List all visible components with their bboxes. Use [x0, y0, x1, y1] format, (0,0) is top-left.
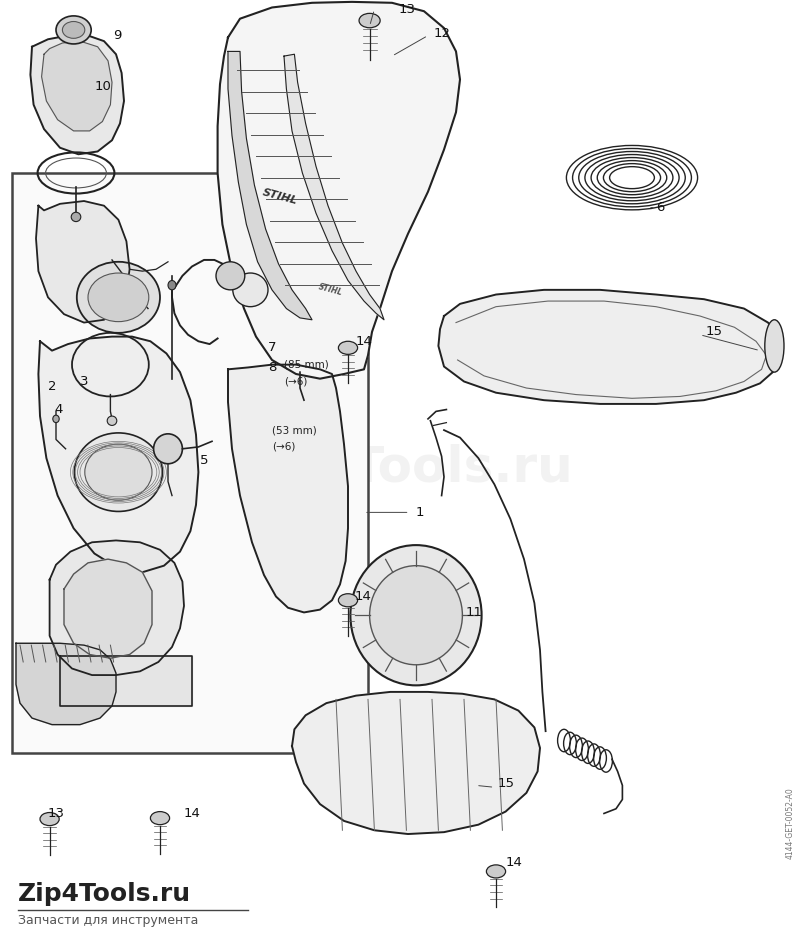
Text: Zip4Tools.ru: Zip4Tools.ru — [226, 443, 574, 492]
Polygon shape — [16, 643, 116, 725]
Text: 13: 13 — [48, 807, 65, 820]
Polygon shape — [284, 54, 384, 320]
Text: (85 mm): (85 mm) — [284, 360, 329, 369]
Polygon shape — [42, 41, 112, 131]
Polygon shape — [64, 559, 152, 658]
Text: 3: 3 — [80, 375, 89, 388]
Text: 14: 14 — [356, 335, 373, 348]
Ellipse shape — [150, 812, 170, 825]
Text: (→6): (→6) — [272, 442, 295, 452]
Polygon shape — [228, 51, 312, 320]
Ellipse shape — [359, 13, 380, 28]
Ellipse shape — [765, 320, 784, 372]
Ellipse shape — [74, 433, 162, 511]
Text: 7: 7 — [268, 341, 277, 354]
Text: 4: 4 — [54, 403, 62, 416]
Ellipse shape — [40, 813, 59, 826]
Text: 6: 6 — [656, 201, 664, 214]
Polygon shape — [438, 290, 782, 404]
Ellipse shape — [154, 434, 182, 464]
Ellipse shape — [62, 22, 85, 38]
Ellipse shape — [486, 865, 506, 878]
Ellipse shape — [216, 262, 245, 290]
Polygon shape — [292, 692, 540, 834]
Text: 4144-GET-0052-A0: 4144-GET-0052-A0 — [786, 787, 795, 858]
Text: STIHL: STIHL — [262, 187, 298, 206]
Text: 15: 15 — [706, 325, 722, 338]
Text: 10: 10 — [94, 80, 111, 94]
Ellipse shape — [338, 594, 358, 607]
Text: (→6): (→6) — [284, 377, 307, 386]
Ellipse shape — [107, 416, 117, 425]
Text: (53 mm): (53 mm) — [272, 425, 317, 435]
Text: STIHL: STIHL — [318, 282, 343, 297]
Ellipse shape — [88, 273, 149, 322]
Bar — [12, 173, 368, 753]
Text: 8: 8 — [268, 361, 276, 374]
Ellipse shape — [233, 273, 268, 307]
Text: 14: 14 — [506, 856, 522, 869]
Text: 12: 12 — [434, 27, 450, 40]
Ellipse shape — [168, 280, 176, 290]
Text: Запчасти для инструмента: Запчасти для инструмента — [18, 913, 198, 927]
Ellipse shape — [71, 212, 81, 222]
Polygon shape — [50, 540, 184, 675]
Ellipse shape — [370, 566, 462, 665]
Ellipse shape — [350, 545, 482, 685]
Text: 5: 5 — [200, 453, 209, 467]
Text: 15: 15 — [498, 777, 514, 790]
Polygon shape — [30, 36, 124, 154]
Text: 9: 9 — [114, 29, 122, 42]
Ellipse shape — [338, 341, 358, 354]
Text: 2: 2 — [48, 380, 57, 393]
Polygon shape — [218, 2, 460, 379]
Ellipse shape — [77, 262, 160, 333]
Polygon shape — [60, 656, 192, 706]
Ellipse shape — [53, 415, 59, 423]
Ellipse shape — [85, 444, 152, 500]
Text: 14: 14 — [354, 590, 371, 603]
Text: 14: 14 — [184, 807, 201, 820]
Polygon shape — [228, 365, 348, 612]
Polygon shape — [36, 201, 130, 323]
Text: 11: 11 — [466, 606, 482, 619]
Text: 13: 13 — [398, 3, 415, 16]
Text: Zip4Tools.ru: Zip4Tools.ru — [18, 882, 190, 906]
Polygon shape — [38, 337, 198, 572]
Ellipse shape — [56, 16, 91, 44]
Text: 1: 1 — [416, 506, 425, 519]
